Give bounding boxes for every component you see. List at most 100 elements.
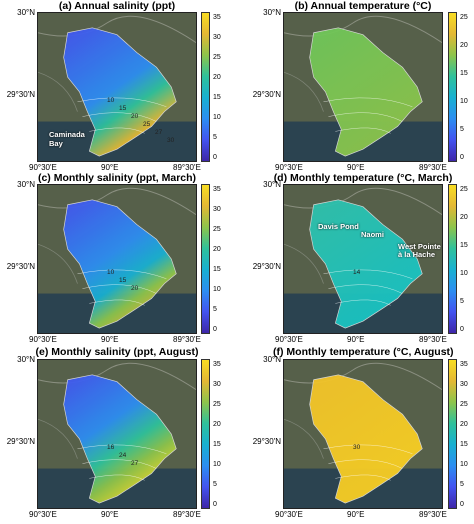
- colorbar: [448, 359, 457, 509]
- colorbar-tick-label: 0: [213, 154, 217, 161]
- colorbar: [201, 184, 210, 334]
- colorbar-tick-label: 5: [460, 481, 464, 488]
- colorbar-tick-label: 5: [460, 126, 464, 133]
- satellite-map: [37, 12, 197, 162]
- y-tick-label: 30°N: [17, 180, 35, 189]
- contour-label: 14: [353, 269, 361, 276]
- colorbar-tick-label: 0: [460, 501, 464, 508]
- contour-label: 20: [131, 113, 139, 120]
- y-tick-label: 29°30'N: [6, 262, 35, 271]
- colorbar-tick-label: 10: [460, 461, 468, 468]
- colorbar: [201, 359, 210, 509]
- y-tick-label: 29°30'N: [6, 90, 35, 99]
- colorbar-tick-label: 10: [213, 461, 221, 468]
- contour-label: 15: [119, 277, 127, 284]
- colorbar-tick-label: 10: [213, 114, 221, 121]
- satellite-map: [283, 359, 443, 509]
- colorbar-tick-label: 15: [213, 441, 221, 448]
- satellite-map: [283, 12, 443, 162]
- panel-title: (c) Monthly salinity (ppt, March): [37, 172, 197, 184]
- colorbar-tick-label: 25: [460, 186, 468, 193]
- colorbar-tick-label: 35: [213, 186, 221, 193]
- model-domain: [309, 27, 423, 157]
- panel-title: (f) Monthly temperature (°C, August): [273, 346, 454, 358]
- y-tick-label: 30°N: [17, 8, 35, 17]
- x-tick-label: 90°30'E: [275, 510, 303, 519]
- y-tick-label: 29°30'N: [252, 437, 281, 446]
- colorbar-tick-label: 5: [213, 306, 217, 313]
- place-label: Caminada: [49, 130, 85, 139]
- x-tick-label: 90°E: [101, 163, 119, 172]
- colorbar-tick-label: 20: [213, 246, 221, 253]
- colorbar-tick-label: 25: [460, 14, 468, 21]
- place-label: Davis Pond: [318, 222, 359, 231]
- contour-label: 25: [143, 121, 151, 128]
- colorbar-tick-label: 30: [213, 381, 221, 388]
- colorbar-tick-label: 15: [460, 242, 468, 249]
- contour-label: 15: [119, 105, 127, 112]
- colorbar-tick-label: 0: [213, 501, 217, 508]
- x-tick-label: 89°30'E: [419, 163, 447, 172]
- colorbar-tick-label: 30: [213, 34, 221, 41]
- colorbar-tick-label: 0: [213, 326, 217, 333]
- contour-label: 10: [107, 97, 115, 104]
- y-tick-label: 29°30'N: [252, 90, 281, 99]
- y-tick-label: 30°N: [263, 180, 281, 189]
- place-label: Bay: [49, 139, 63, 148]
- colorbar-tick-label: 10: [213, 286, 221, 293]
- x-tick-label: 90°E: [347, 335, 365, 344]
- x-tick-label: 90°E: [347, 163, 365, 172]
- colorbar-tick-label: 25: [460, 401, 468, 408]
- colorbar: [448, 12, 457, 162]
- contour-label: 20: [131, 285, 139, 292]
- y-tick-label: 30°N: [263, 8, 281, 17]
- colorbar-tick-label: 30: [460, 381, 468, 388]
- model-domain: [63, 27, 177, 157]
- model-domain: [63, 374, 177, 504]
- x-tick-label: 89°30'E: [173, 335, 201, 344]
- satellite-map: [37, 359, 197, 509]
- colorbar-tick-label: 15: [460, 441, 468, 448]
- satellite-map: [283, 184, 443, 334]
- colorbar-tick-label: 15: [460, 70, 468, 77]
- colorbar-tick-label: 20: [460, 421, 468, 428]
- colorbar-tick-label: 10: [460, 98, 468, 105]
- y-tick-label: 30°N: [263, 355, 281, 364]
- x-tick-label: 90°30'E: [29, 335, 57, 344]
- x-tick-label: 90°30'E: [29, 163, 57, 172]
- contour-label: 27: [131, 460, 139, 467]
- contour-label: 16: [107, 444, 115, 451]
- x-tick-label: 89°30'E: [173, 163, 201, 172]
- x-tick-label: 89°30'E: [173, 510, 201, 519]
- contour-label: 30: [167, 137, 175, 144]
- panel-title: (e) Monthly salinity (ppt, August): [35, 346, 199, 358]
- panel-title: (b) Annual temperature (°C): [294, 0, 432, 12]
- y-tick-label: 29°30'N: [252, 262, 281, 271]
- colorbar-tick-label: 20: [460, 214, 468, 221]
- colorbar: [201, 12, 210, 162]
- place-label: West Pointe: [398, 242, 441, 251]
- model-domain: [309, 374, 423, 504]
- contour-label: 24: [119, 452, 127, 459]
- colorbar-tick-label: 15: [213, 94, 221, 101]
- colorbar: [448, 184, 457, 334]
- colorbar-tick-label: 35: [213, 14, 221, 21]
- colorbar-tick-label: 35: [460, 361, 468, 368]
- colorbar-tick-label: 15: [213, 266, 221, 273]
- model-domain: [63, 199, 177, 329]
- colorbar-tick-label: 25: [213, 226, 221, 233]
- panel-title: (a) Annual salinity (ppt): [58, 0, 176, 12]
- place-label: Naomi: [361, 230, 384, 239]
- colorbar-tick-label: 25: [213, 54, 221, 61]
- colorbar-tick-label: 5: [213, 134, 217, 141]
- y-tick-label: 30°N: [17, 355, 35, 364]
- colorbar-tick-label: 20: [213, 421, 221, 428]
- x-tick-label: 90°E: [347, 510, 365, 519]
- colorbar-tick-label: 0: [460, 326, 464, 333]
- colorbar-tick-label: 10: [460, 270, 468, 277]
- x-tick-label: 90°30'E: [275, 335, 303, 344]
- colorbar-tick-label: 30: [213, 206, 221, 213]
- colorbar-tick-label: 25: [213, 401, 221, 408]
- y-tick-label: 29°30'N: [6, 437, 35, 446]
- contour-label: 10: [107, 269, 115, 276]
